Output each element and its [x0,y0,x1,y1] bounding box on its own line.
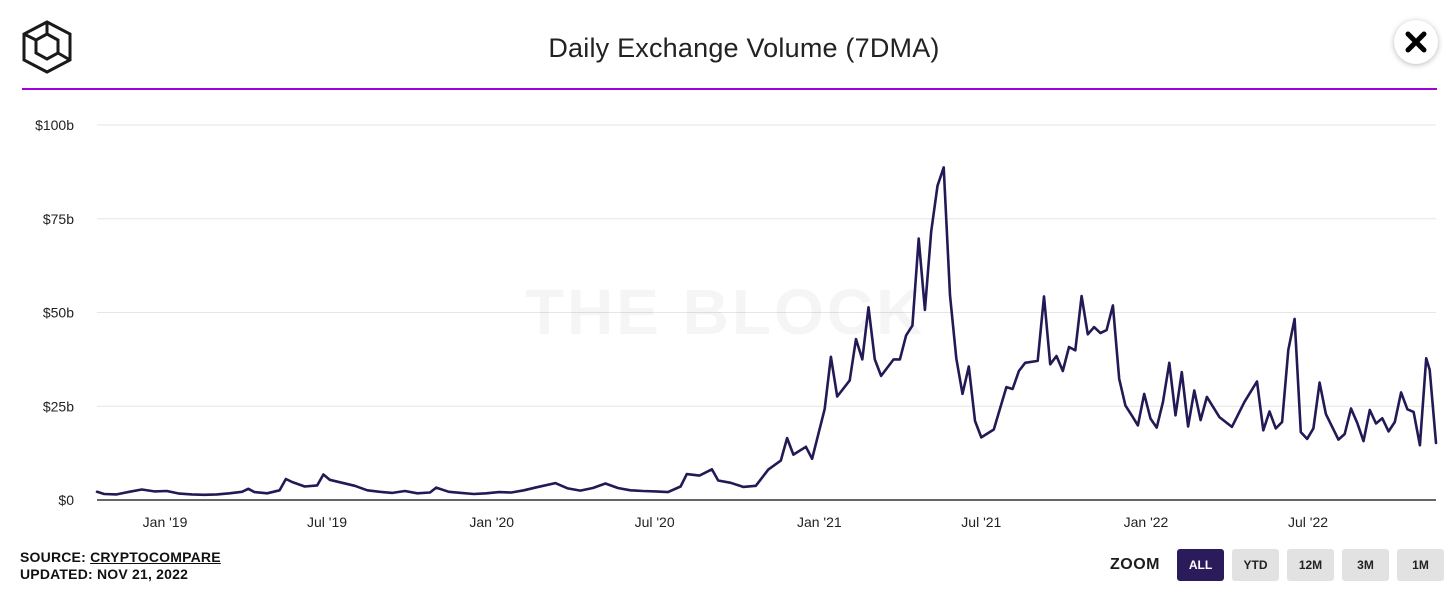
updated-label: UPDATED: [20,566,93,582]
zoom-3m-button[interactable]: 3M [1342,549,1389,581]
zoom-1m-button[interactable]: 1M [1397,549,1444,581]
x-tick-label: Jan '20 [469,514,514,530]
y-axis-labels: $0 $25b $50b $75b $100b [35,117,74,508]
source-link[interactable]: CRYPTOCOMPARE [90,549,221,565]
zoom-all-button[interactable]: ALL [1177,549,1224,581]
x-tick-label: Jan '22 [1124,514,1169,530]
x-axis-labels: Jan '19 Jul '19 Jan '20 Jul '20 Jan '21 Jul '… [143,514,1329,530]
y-tick-label: $75b [43,211,74,227]
series-line-volume [95,166,1438,497]
x-tick-label: Jul '19 [307,514,347,530]
x-tick-label: Jul '21 [961,514,1001,530]
close-button[interactable] [1394,20,1438,64]
y-tick-label: $25b [43,398,74,414]
updated-line: UPDATED: NOV 21, 2022 [20,566,221,583]
grid-lines [97,124,1436,407]
x-tick-label: Jul '20 [635,514,675,530]
the-block-logo-icon [22,20,72,74]
zoom-label: ZOOM [1110,556,1160,573]
updated-date: NOV 21, 2022 [97,566,189,582]
title-divider [22,88,1437,90]
source-line: SOURCE: CRYPTOCOMPARE [20,549,221,566]
source-label: SOURCE: [20,549,86,565]
chart-watermark: THE BLOCK [525,276,925,348]
x-tick-label: Jul '22 [1288,514,1328,530]
x-tick-label: Jan '21 [797,514,842,530]
chart-title: Daily Exchange Volume (7DMA) [548,33,940,63]
close-icon [1405,31,1427,53]
series-layer [95,166,1438,497]
footer: SOURCE: CRYPTOCOMPARE UPDATED: NOV 21, 2… [20,549,221,583]
y-tick-label: $0 [58,492,74,508]
zoom-12m-button[interactable]: 12M [1287,549,1334,581]
x-tick-label: Jan '19 [143,514,188,530]
y-tick-label: $100b [35,117,74,133]
zoom-controls: ZOOM ALL YTD 12M 3M 1M [1110,549,1444,581]
y-tick-label: $50b [43,305,74,321]
zoom-ytd-button[interactable]: YTD [1232,549,1279,581]
